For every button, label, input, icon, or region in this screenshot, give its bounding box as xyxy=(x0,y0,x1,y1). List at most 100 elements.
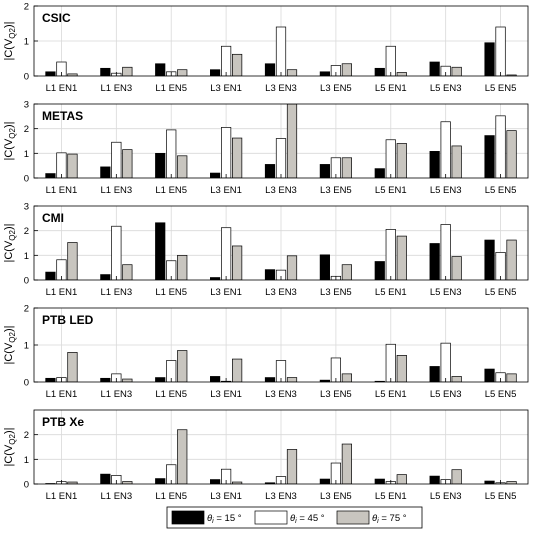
bar xyxy=(210,69,221,76)
y-axis-label-sub: Q2 xyxy=(8,433,17,444)
bar xyxy=(484,42,495,76)
bar xyxy=(264,269,276,280)
x-tick-label: L3 EN5 xyxy=(320,287,352,298)
panel-2: 0 1 2 3 L1 EN1 L1 EN3 L1 EN5 L3 EN1 L3 EN3 L3 EN5… xyxy=(3,202,529,298)
bar xyxy=(67,481,78,484)
legend: θi = 15 ° θi = 45 ° θi = 75 ° xyxy=(166,506,423,529)
legend-swatch xyxy=(254,510,288,525)
bar xyxy=(45,271,56,280)
y-axis-label-main: |C(V xyxy=(3,240,15,262)
x-tick-label: L1 EN3 xyxy=(100,287,132,298)
bar xyxy=(286,69,298,76)
bar xyxy=(210,479,221,484)
bar xyxy=(286,377,298,382)
y-axis-label-end: )| xyxy=(3,325,15,332)
y-axis-label-end: )| xyxy=(3,21,15,28)
bar xyxy=(177,69,188,76)
bars xyxy=(45,26,517,76)
legend-swatch xyxy=(336,510,370,525)
x-tick-label: L1 EN3 xyxy=(100,83,132,94)
bar xyxy=(122,378,133,382)
bar xyxy=(111,141,122,178)
bar xyxy=(275,360,287,382)
bar xyxy=(275,138,287,178)
bar xyxy=(495,26,506,76)
panel-title: PTB LED xyxy=(42,313,94,327)
y-axis-label-main: |C(V xyxy=(3,38,15,60)
bar xyxy=(286,255,298,280)
bar xyxy=(374,261,385,280)
x-tick-label: L5 EN5 xyxy=(485,83,517,94)
bar xyxy=(122,66,133,76)
x-tick-label: L3 EN3 xyxy=(265,185,297,196)
x-tick-label: L5 EN1 xyxy=(375,389,407,400)
bar xyxy=(155,478,166,484)
bar xyxy=(177,429,188,484)
bar xyxy=(45,377,56,382)
bar xyxy=(100,473,111,484)
x-tick-label: L1 EN1 xyxy=(46,287,78,298)
bar xyxy=(341,443,352,484)
bar xyxy=(341,264,352,280)
legend-symbol-sub: i xyxy=(212,518,214,525)
bar xyxy=(385,343,396,382)
x-tick-label: L1 EN5 xyxy=(155,83,187,94)
legend-value: = 15 ° xyxy=(214,513,242,524)
x-tick-label: L3 EN1 xyxy=(210,185,242,196)
x-tick-label: L3 EN5 xyxy=(320,185,352,196)
y-tick-label: 1 xyxy=(24,341,29,352)
bar xyxy=(232,245,243,280)
bar xyxy=(385,139,396,178)
bar xyxy=(429,151,440,178)
y-axis-label-sub: Q2 xyxy=(8,27,17,38)
bar xyxy=(166,360,177,382)
bar xyxy=(451,256,462,280)
bar xyxy=(440,224,451,280)
y-tick-label: 1 xyxy=(24,149,29,160)
y-axis-label-main: |C(V xyxy=(3,444,15,466)
bars xyxy=(45,104,517,178)
bar xyxy=(232,137,243,178)
x-tick-label: L3 EN1 xyxy=(210,389,242,400)
y-axis-label-sub: Q2 xyxy=(8,229,17,240)
bar xyxy=(67,153,78,178)
y-axis-label-main: |C(V xyxy=(3,342,15,364)
bar xyxy=(155,63,166,76)
legend-value: = 75 ° xyxy=(379,513,407,524)
y-axis-label-end: )| xyxy=(3,121,15,128)
bar xyxy=(319,478,330,484)
x-tick-label: L1 EN3 xyxy=(100,389,132,400)
bar xyxy=(506,239,517,280)
y-tick-label: 2 xyxy=(24,304,29,315)
y-tick-label: 2 xyxy=(24,124,29,135)
bar xyxy=(451,66,462,76)
y-tick-label: 1 xyxy=(24,455,29,466)
y-axis-label-sub: Q2 xyxy=(8,331,17,342)
y-axis-label: |C(VQ2)| xyxy=(3,121,17,160)
bar xyxy=(122,149,133,178)
panel-1: 0 1 2 3 L1 EN1 L1 EN3 L1 EN5 L3 EN1 L3 EN3 L3 EN5… xyxy=(3,100,529,196)
y-tick-label: 0 xyxy=(24,72,29,83)
x-tick-label: L3 EN3 xyxy=(265,389,297,400)
bar xyxy=(495,115,506,178)
x-tick-label: L3 EN1 xyxy=(210,491,242,502)
bar xyxy=(374,168,385,178)
x-tick-label: L5 EN5 xyxy=(485,389,517,400)
y-axis-label: |C(VQ2)| xyxy=(3,21,17,60)
bar xyxy=(506,373,517,382)
bar xyxy=(451,376,462,382)
panel-title: PTB Xe xyxy=(42,415,84,429)
y-tick-label: 2 xyxy=(24,2,29,13)
y-tick-label: 0 xyxy=(24,378,29,389)
x-tick-label: L3 EN1 xyxy=(210,83,242,94)
bar xyxy=(495,372,506,382)
x-tick-label: L5 EN1 xyxy=(375,83,407,94)
bar xyxy=(111,225,122,280)
bar xyxy=(155,377,166,382)
bar xyxy=(495,252,506,280)
legend-label: θi = 15 ° xyxy=(207,513,242,525)
panel-4: 0 1 2 L1 EN1 L1 EN3 L1 EN5 L3 EN1 L3 EN3 L3 EN5 L… xyxy=(3,409,529,502)
bar xyxy=(221,127,232,178)
bar xyxy=(67,242,78,280)
